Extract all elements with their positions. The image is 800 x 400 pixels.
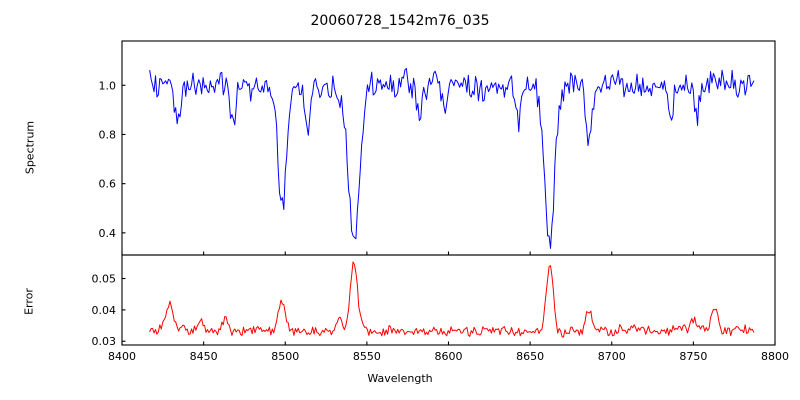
y-tick-label: 0.8	[99, 128, 117, 141]
wavelength-axis-label: Wavelength	[367, 372, 433, 385]
x-tick-label: 8400	[108, 350, 136, 363]
y-tick-label: 0.05	[92, 273, 117, 286]
tick-label-group: 0.4 0.6 0.8 1.0 0.03 0.04 0.05 8400 8450 8500 8550…	[92, 79, 790, 363]
x-tick-label: 8550	[353, 350, 381, 363]
spectrum-panel	[121, 40, 776, 256]
error-panel	[121, 254, 776, 346]
y-tick-label: 0.03	[92, 335, 117, 348]
figure-title: 20060728_1542m76_035	[310, 13, 490, 29]
y-tick-label: 0.6	[99, 178, 117, 191]
x-tick-label: 8500	[271, 350, 299, 363]
y-tick-label: 0.4	[99, 227, 117, 240]
x-tick-label: 8800	[761, 350, 789, 363]
x-tick-label: 8750	[679, 350, 707, 363]
y-tick-label: 1.0	[99, 79, 117, 92]
x-tick-label: 8700	[598, 350, 626, 363]
x-tick-label: 8650	[516, 350, 544, 363]
x-tick-label: 8600	[435, 350, 463, 363]
x-tick-label: 8450	[190, 350, 218, 363]
y-tick-label: 0.04	[92, 304, 117, 317]
